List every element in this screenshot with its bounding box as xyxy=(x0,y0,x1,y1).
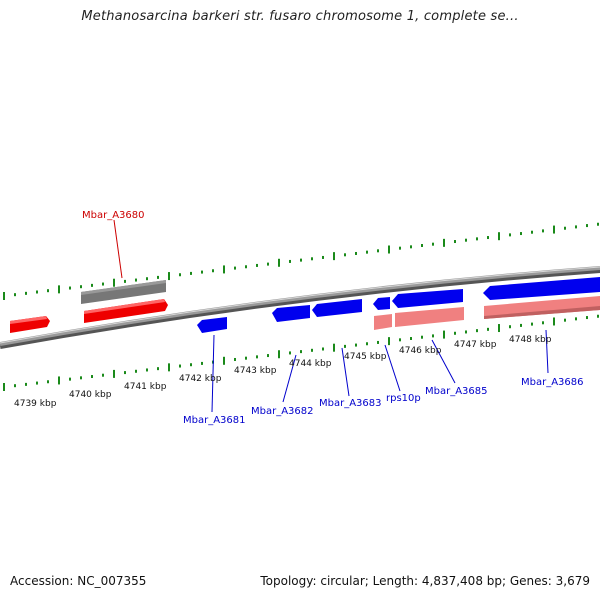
kbp-label: 4744 kbp xyxy=(289,359,332,369)
gene-Mbar_A3681[interactable] xyxy=(197,317,227,333)
label-leaders xyxy=(113,219,549,413)
gene-forward-rna-2[interactable] xyxy=(395,307,464,327)
gene-Mbar_A3680-top xyxy=(84,299,165,314)
gene-Mbar_A3685[interactable] xyxy=(392,289,463,308)
kbp-label: 4743 kbp xyxy=(234,366,277,376)
upper-tick-row xyxy=(3,222,599,300)
topology-text: Topology: circular; Length: 4,837,408 bp… xyxy=(260,574,590,588)
gene-forward-1-top xyxy=(10,316,47,324)
gene-rps10p[interactable] xyxy=(373,297,390,310)
gene-Mbar_A3683[interactable] xyxy=(312,299,362,317)
gene-labels: Mbar_A3680 Mbar_A3681 Mbar_A3682 Mbar_A3… xyxy=(82,210,584,426)
reverse-genes xyxy=(197,277,600,333)
scale-labels: 4739 kbp 4740 kbp 4741 kbp 4742 kbp 4743… xyxy=(14,335,552,409)
kbp-label: 4742 kbp xyxy=(179,374,222,384)
backbone-highlight xyxy=(0,266,600,344)
kbp-label: 4741 kbp xyxy=(124,382,167,392)
chromosome-backbone xyxy=(0,266,600,346)
kbp-label: 4740 kbp xyxy=(69,390,112,400)
gene-Mbar_A3682[interactable] xyxy=(272,305,310,322)
kbp-label: 4748 kbp xyxy=(509,335,552,345)
gene-label-Mbar_A3682[interactable]: Mbar_A3682 xyxy=(251,406,314,417)
gene-label-Mbar_A3685[interactable]: Mbar_A3685 xyxy=(425,386,488,397)
gene-label-Mbar_A3683[interactable]: Mbar_A3683 xyxy=(319,398,382,409)
gene-forward-rna-3[interactable] xyxy=(484,296,600,319)
gene-label-Mbar_A3686[interactable]: Mbar_A3686 xyxy=(521,377,584,388)
gene-label-Mbar_A3680[interactable]: Mbar_A3680 xyxy=(82,210,145,221)
lower-tick-row xyxy=(3,314,599,391)
kbp-label: 4739 kbp xyxy=(14,399,57,409)
gene-forward-rna-1[interactable] xyxy=(374,314,392,330)
gene-forward-rna-3-bottom xyxy=(484,306,600,319)
map-title: Methanosarcina barkeri str. fusaro chrom… xyxy=(81,9,519,24)
gene-label-Mbar_A3681[interactable]: Mbar_A3681 xyxy=(183,415,246,426)
gene-label-rps10p[interactable]: rps10p xyxy=(386,393,421,404)
forward-genes xyxy=(10,280,600,333)
gene-Mbar_A3680-highlight-top xyxy=(81,280,166,295)
gene-Mbar_A3680[interactable] xyxy=(84,299,168,323)
gene-Mbar_A3686[interactable] xyxy=(483,277,600,300)
kbp-label: 4746 kbp xyxy=(399,346,442,356)
kbp-label: 4745 kbp xyxy=(344,352,387,362)
accession-text: Accession: NC_007355 xyxy=(10,574,147,588)
kbp-label: 4747 kbp xyxy=(454,340,497,350)
